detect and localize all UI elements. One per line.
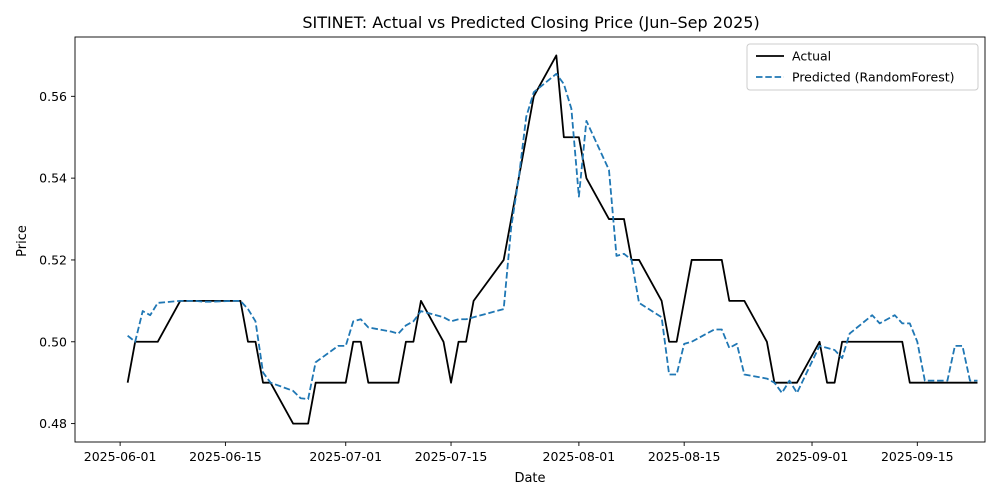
- y-tick-label: 0.54: [39, 171, 67, 186]
- chart-title: SITINET: Actual vs Predicted Closing Pri…: [302, 13, 759, 32]
- series-line-predicted: [127, 72, 978, 400]
- x-tick-label: 2025-09-01: [776, 449, 849, 464]
- x-tick-label: 2025-07-01: [309, 449, 382, 464]
- y-axis: 0.48 0.50 0.52 0.54 0.56: [39, 89, 75, 431]
- legend: Actual Predicted (RandomForest): [746, 43, 979, 91]
- series-line-actual: [126, 54, 978, 425]
- x-tick-label: 2025-08-15: [648, 449, 721, 464]
- legend-box: [746, 43, 979, 91]
- y-tick-label: 0.50: [39, 334, 67, 349]
- x-axis-label: Date: [514, 471, 545, 486]
- plot-area: [126, 54, 978, 425]
- y-tick-label: 0.52: [39, 252, 67, 267]
- y-axis-label: Price: [15, 225, 30, 257]
- x-tick-label: 2025-06-15: [189, 449, 262, 464]
- x-tick-label: 2025-06-01: [84, 449, 157, 464]
- x-tick-label: 2025-08-01: [543, 449, 616, 464]
- y-tick-label: 0.56: [39, 89, 67, 104]
- x-axis: 2025-06-01 2025-06-15 2025-07-01 2025-07-15…: [84, 442, 954, 464]
- x-tick-label: 2025-07-15: [415, 449, 488, 464]
- legend-label: Predicted (RandomForest): [792, 70, 955, 85]
- legend-label: Actual: [792, 49, 831, 64]
- x-tick-label: 2025-09-15: [881, 449, 954, 464]
- y-tick-label: 0.48: [39, 416, 67, 431]
- plot-frame: [74, 36, 986, 443]
